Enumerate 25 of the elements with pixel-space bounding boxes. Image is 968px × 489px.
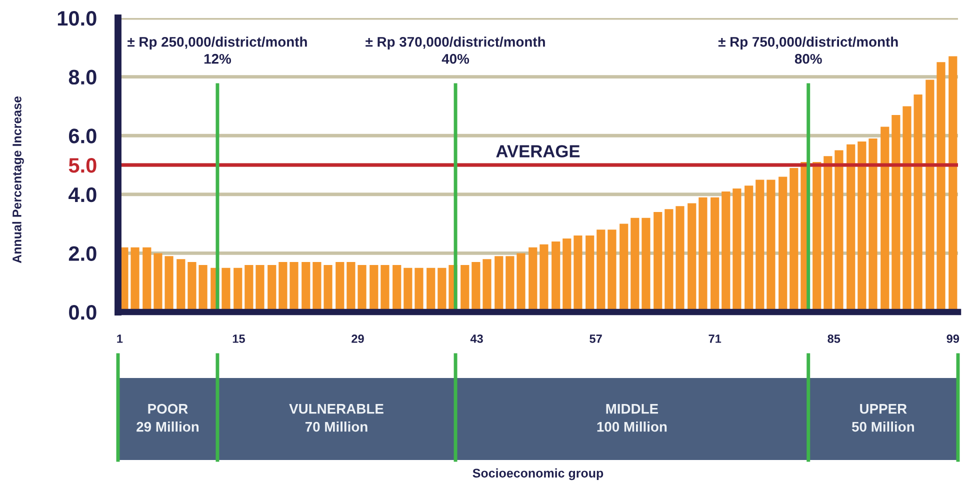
x-tick-label: 57 xyxy=(590,334,602,343)
y-tick-label: 6.0 xyxy=(68,128,96,144)
y-tick-label: 10.0 xyxy=(58,11,96,26)
text: VULNERABLE 70 Million xyxy=(289,404,384,432)
x-tick-label: 99 xyxy=(946,334,960,343)
y-tick-label: 8.0 xyxy=(68,70,96,85)
y-tick-label: 0.0 xyxy=(69,305,96,320)
x-tick-label: 1 xyxy=(117,334,123,343)
x-tick-label: 71 xyxy=(708,334,722,343)
y-tick-label: 4.0 xyxy=(68,187,96,202)
text: POOR 29 Million xyxy=(136,404,199,432)
text: Socioeconomic group xyxy=(472,468,604,480)
y-tick-label: 5.0 xyxy=(68,158,96,173)
x-tick-label: 43 xyxy=(470,334,483,343)
ref-line-label: ± Rp 370,000/district/month 40% xyxy=(366,36,545,64)
y-tick-label: 2.0 xyxy=(68,246,96,261)
text: UPPER 50 Million xyxy=(852,404,914,432)
text: MIDDLE 100 Million xyxy=(597,404,667,432)
ref-line-label: ± Rp 750,000/district/month 80% xyxy=(718,36,898,64)
x-tick-label: 85 xyxy=(828,334,840,343)
x-tick-label: 15 xyxy=(232,334,245,343)
ref-line-label: ± Rp 250,000/district/month 12% xyxy=(128,36,307,64)
ref-line-label: AVERAGE xyxy=(496,145,580,158)
y-axis-title: Annual Percentage Increase xyxy=(12,96,24,264)
x-tick-label: 29 xyxy=(352,334,364,343)
